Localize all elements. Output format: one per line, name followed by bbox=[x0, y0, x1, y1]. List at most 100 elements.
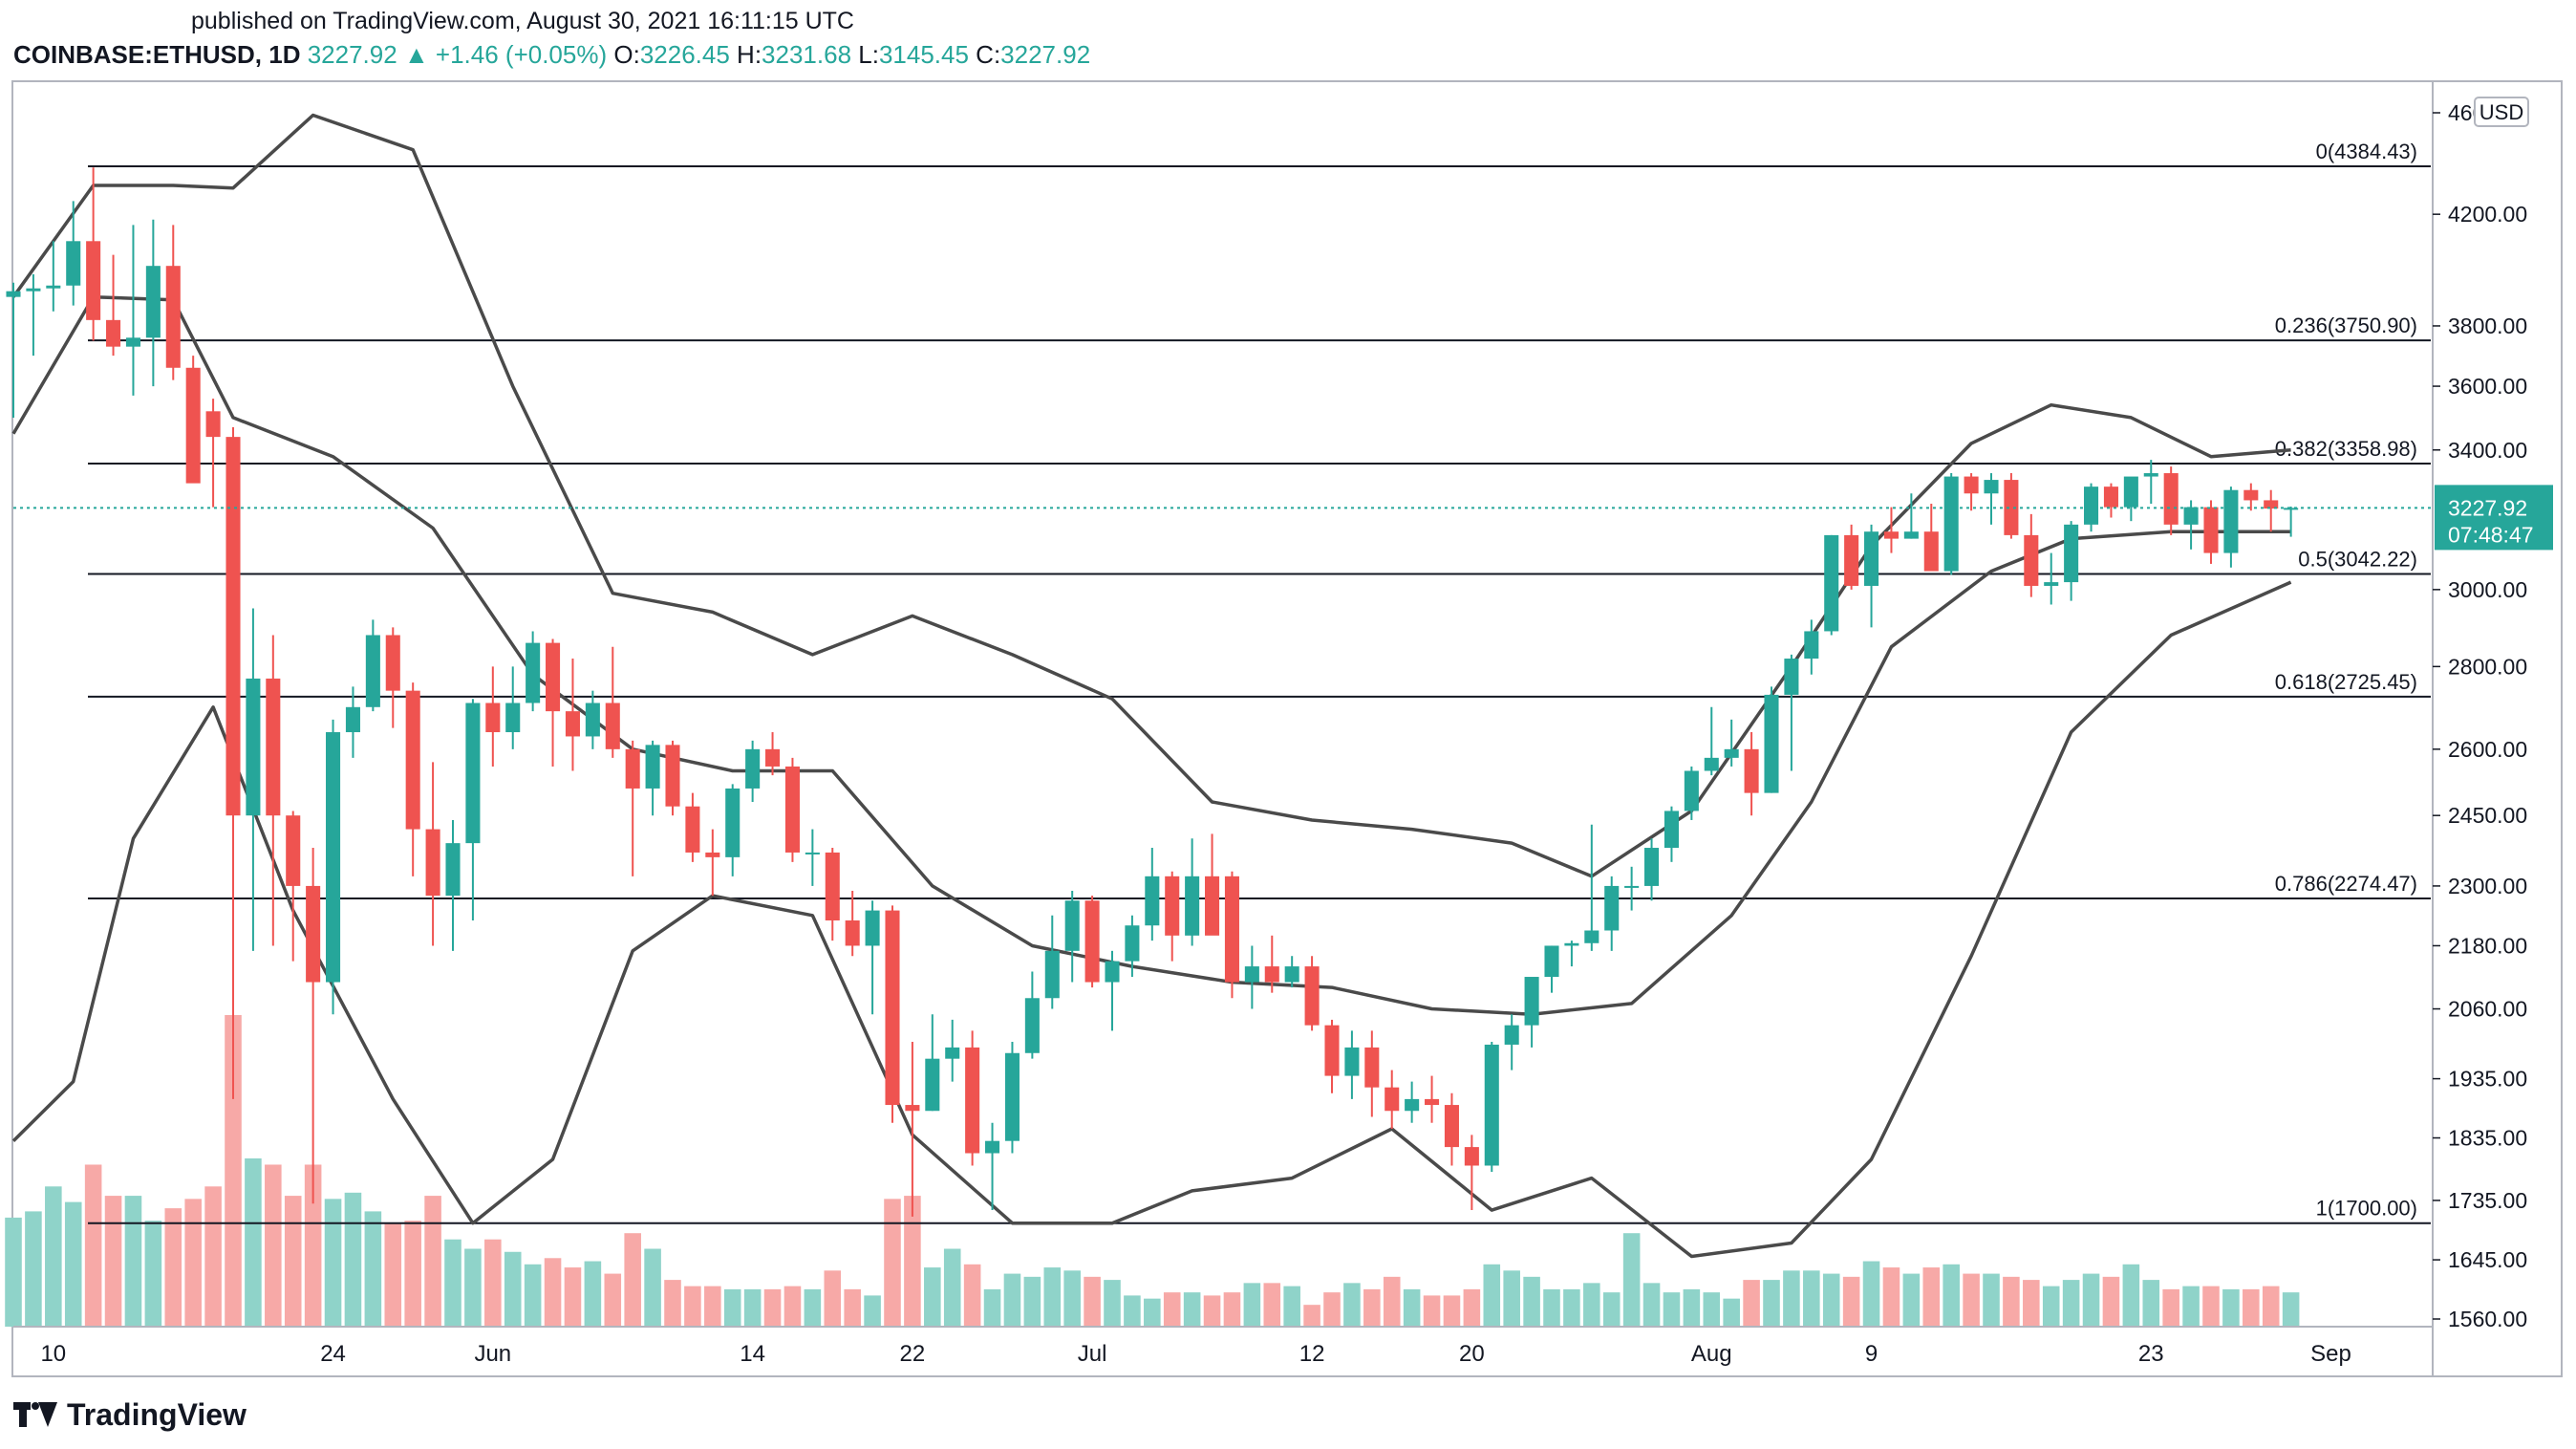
candle-body bbox=[905, 1105, 920, 1112]
volume-bar bbox=[1323, 1292, 1341, 1327]
candle-body bbox=[385, 635, 400, 691]
last-price-box bbox=[2435, 485, 2553, 551]
volume-bar bbox=[723, 1288, 741, 1327]
candle-body bbox=[1844, 534, 1859, 586]
price-tick-label: 2180.00 bbox=[2448, 933, 2527, 958]
volume-bar bbox=[644, 1248, 661, 1327]
candle-body bbox=[2044, 582, 2059, 586]
candle-body bbox=[1864, 531, 1879, 586]
volume-bar bbox=[1642, 1283, 1661, 1327]
volume-bar bbox=[1263, 1283, 1281, 1327]
price-tick-label: 4200.00 bbox=[2448, 202, 2527, 227]
candle-body bbox=[1744, 748, 1759, 793]
volume-bar bbox=[1842, 1276, 1860, 1327]
volume-bar bbox=[2142, 1280, 2160, 1327]
volume-bar bbox=[844, 1288, 861, 1327]
candle-body bbox=[165, 266, 181, 368]
volume-bar bbox=[124, 1196, 142, 1327]
candle-body bbox=[425, 829, 440, 897]
candle-body bbox=[526, 642, 541, 703]
candle-body bbox=[205, 411, 221, 438]
volume-bar bbox=[904, 1196, 921, 1327]
volume-bar bbox=[1043, 1267, 1062, 1327]
candle-body bbox=[1824, 534, 1839, 632]
candle-body bbox=[1185, 876, 1200, 936]
volume-bar bbox=[704, 1286, 721, 1327]
volume-bar bbox=[1862, 1261, 1880, 1327]
price-tick-label: 2600.00 bbox=[2448, 737, 2527, 762]
bollinger-layer bbox=[11, 113, 2292, 1259]
candle-body bbox=[1044, 950, 1060, 999]
low-label: L: bbox=[858, 40, 879, 69]
volume-bar bbox=[1423, 1295, 1441, 1327]
volume-bar bbox=[2162, 1288, 2179, 1327]
volume-bar bbox=[1383, 1276, 1401, 1327]
candle-body bbox=[1224, 876, 1239, 983]
tradingview-logo-icon bbox=[13, 1402, 57, 1427]
candle-body bbox=[805, 852, 820, 854]
candle-body bbox=[286, 815, 301, 886]
volume-bar bbox=[2202, 1286, 2220, 1327]
low-value: 3145.45 bbox=[878, 40, 969, 69]
volume-bar bbox=[424, 1196, 441, 1327]
price-tick-label: 2800.00 bbox=[2448, 654, 2527, 679]
close-label: C: bbox=[976, 40, 1001, 69]
volume-bar bbox=[84, 1164, 102, 1327]
currency-label: USD bbox=[2479, 100, 2523, 124]
volume-bar bbox=[1663, 1292, 1681, 1327]
fibonacci-layer: 0(4384.43) 0.236(3750.90) 0.382(3358.98) 0.… bbox=[88, 140, 2431, 1224]
candle-body bbox=[1125, 925, 1140, 962]
candle-body bbox=[745, 748, 761, 789]
chart-canvas[interactable]: 0(4384.43) 0.236(3750.90) 0.382(3358.98) 0.… bbox=[0, 0, 2576, 1395]
volume-bar bbox=[304, 1164, 322, 1327]
high-label: H: bbox=[737, 40, 762, 69]
volume-bar bbox=[1443, 1295, 1461, 1327]
price-tick-label: 2450.00 bbox=[2448, 803, 2527, 828]
volume-bar bbox=[1543, 1288, 1560, 1327]
candle-body bbox=[125, 337, 140, 347]
volume-bar bbox=[684, 1286, 701, 1327]
volume-bar bbox=[784, 1286, 802, 1327]
currency-badge bbox=[2474, 97, 2529, 127]
time-tick-label: Aug bbox=[1691, 1341, 1732, 1367]
candle-body bbox=[1405, 1098, 1420, 1112]
candle-body bbox=[1724, 748, 1739, 758]
volume-bar bbox=[1063, 1270, 1081, 1327]
volume-bar bbox=[2243, 1288, 2260, 1327]
fib-label: 0.382(3358.98) bbox=[2275, 437, 2417, 461]
candle-body bbox=[1544, 945, 1559, 978]
candle-body bbox=[1624, 885, 1640, 888]
candle-body bbox=[1903, 531, 1919, 539]
volume-bar bbox=[1743, 1280, 1760, 1327]
candle-body bbox=[2004, 480, 2019, 535]
volume-bar bbox=[1763, 1280, 1780, 1327]
candle-body bbox=[1684, 770, 1699, 811]
candle-body bbox=[1084, 900, 1100, 983]
candle-body bbox=[1484, 1044, 1499, 1166]
candle-body bbox=[1524, 977, 1539, 1026]
candle-body bbox=[1883, 531, 1899, 539]
volume-bar bbox=[1902, 1273, 1921, 1327]
volume-bar bbox=[1922, 1267, 1941, 1327]
ohlc-legend: COINBASE:ETHUSD, 1D 3227.92 ▲ +1.46 (+0.… bbox=[13, 40, 1090, 70]
candle-body bbox=[106, 319, 121, 347]
volume-bar bbox=[524, 1264, 542, 1327]
price-tick-label: 3800.00 bbox=[2448, 314, 2527, 338]
candle-body bbox=[725, 788, 741, 857]
volume-bar bbox=[1203, 1295, 1221, 1327]
candle-body bbox=[585, 703, 600, 737]
volume-bar bbox=[1822, 1273, 1840, 1327]
volume-bar bbox=[1703, 1292, 1721, 1327]
volume-bar bbox=[64, 1201, 82, 1327]
open-value: 3226.45 bbox=[639, 40, 730, 69]
volume-bar bbox=[1503, 1270, 1520, 1327]
volume-bar bbox=[2102, 1276, 2120, 1327]
volume-bar bbox=[1943, 1264, 1960, 1327]
candle-body bbox=[2223, 489, 2239, 553]
candle-body bbox=[1764, 694, 1779, 793]
open-label: O: bbox=[613, 40, 640, 69]
candle-body bbox=[565, 711, 580, 737]
candle-body bbox=[925, 1058, 940, 1112]
candle-body bbox=[2203, 507, 2219, 553]
candle-body bbox=[1105, 961, 1120, 983]
